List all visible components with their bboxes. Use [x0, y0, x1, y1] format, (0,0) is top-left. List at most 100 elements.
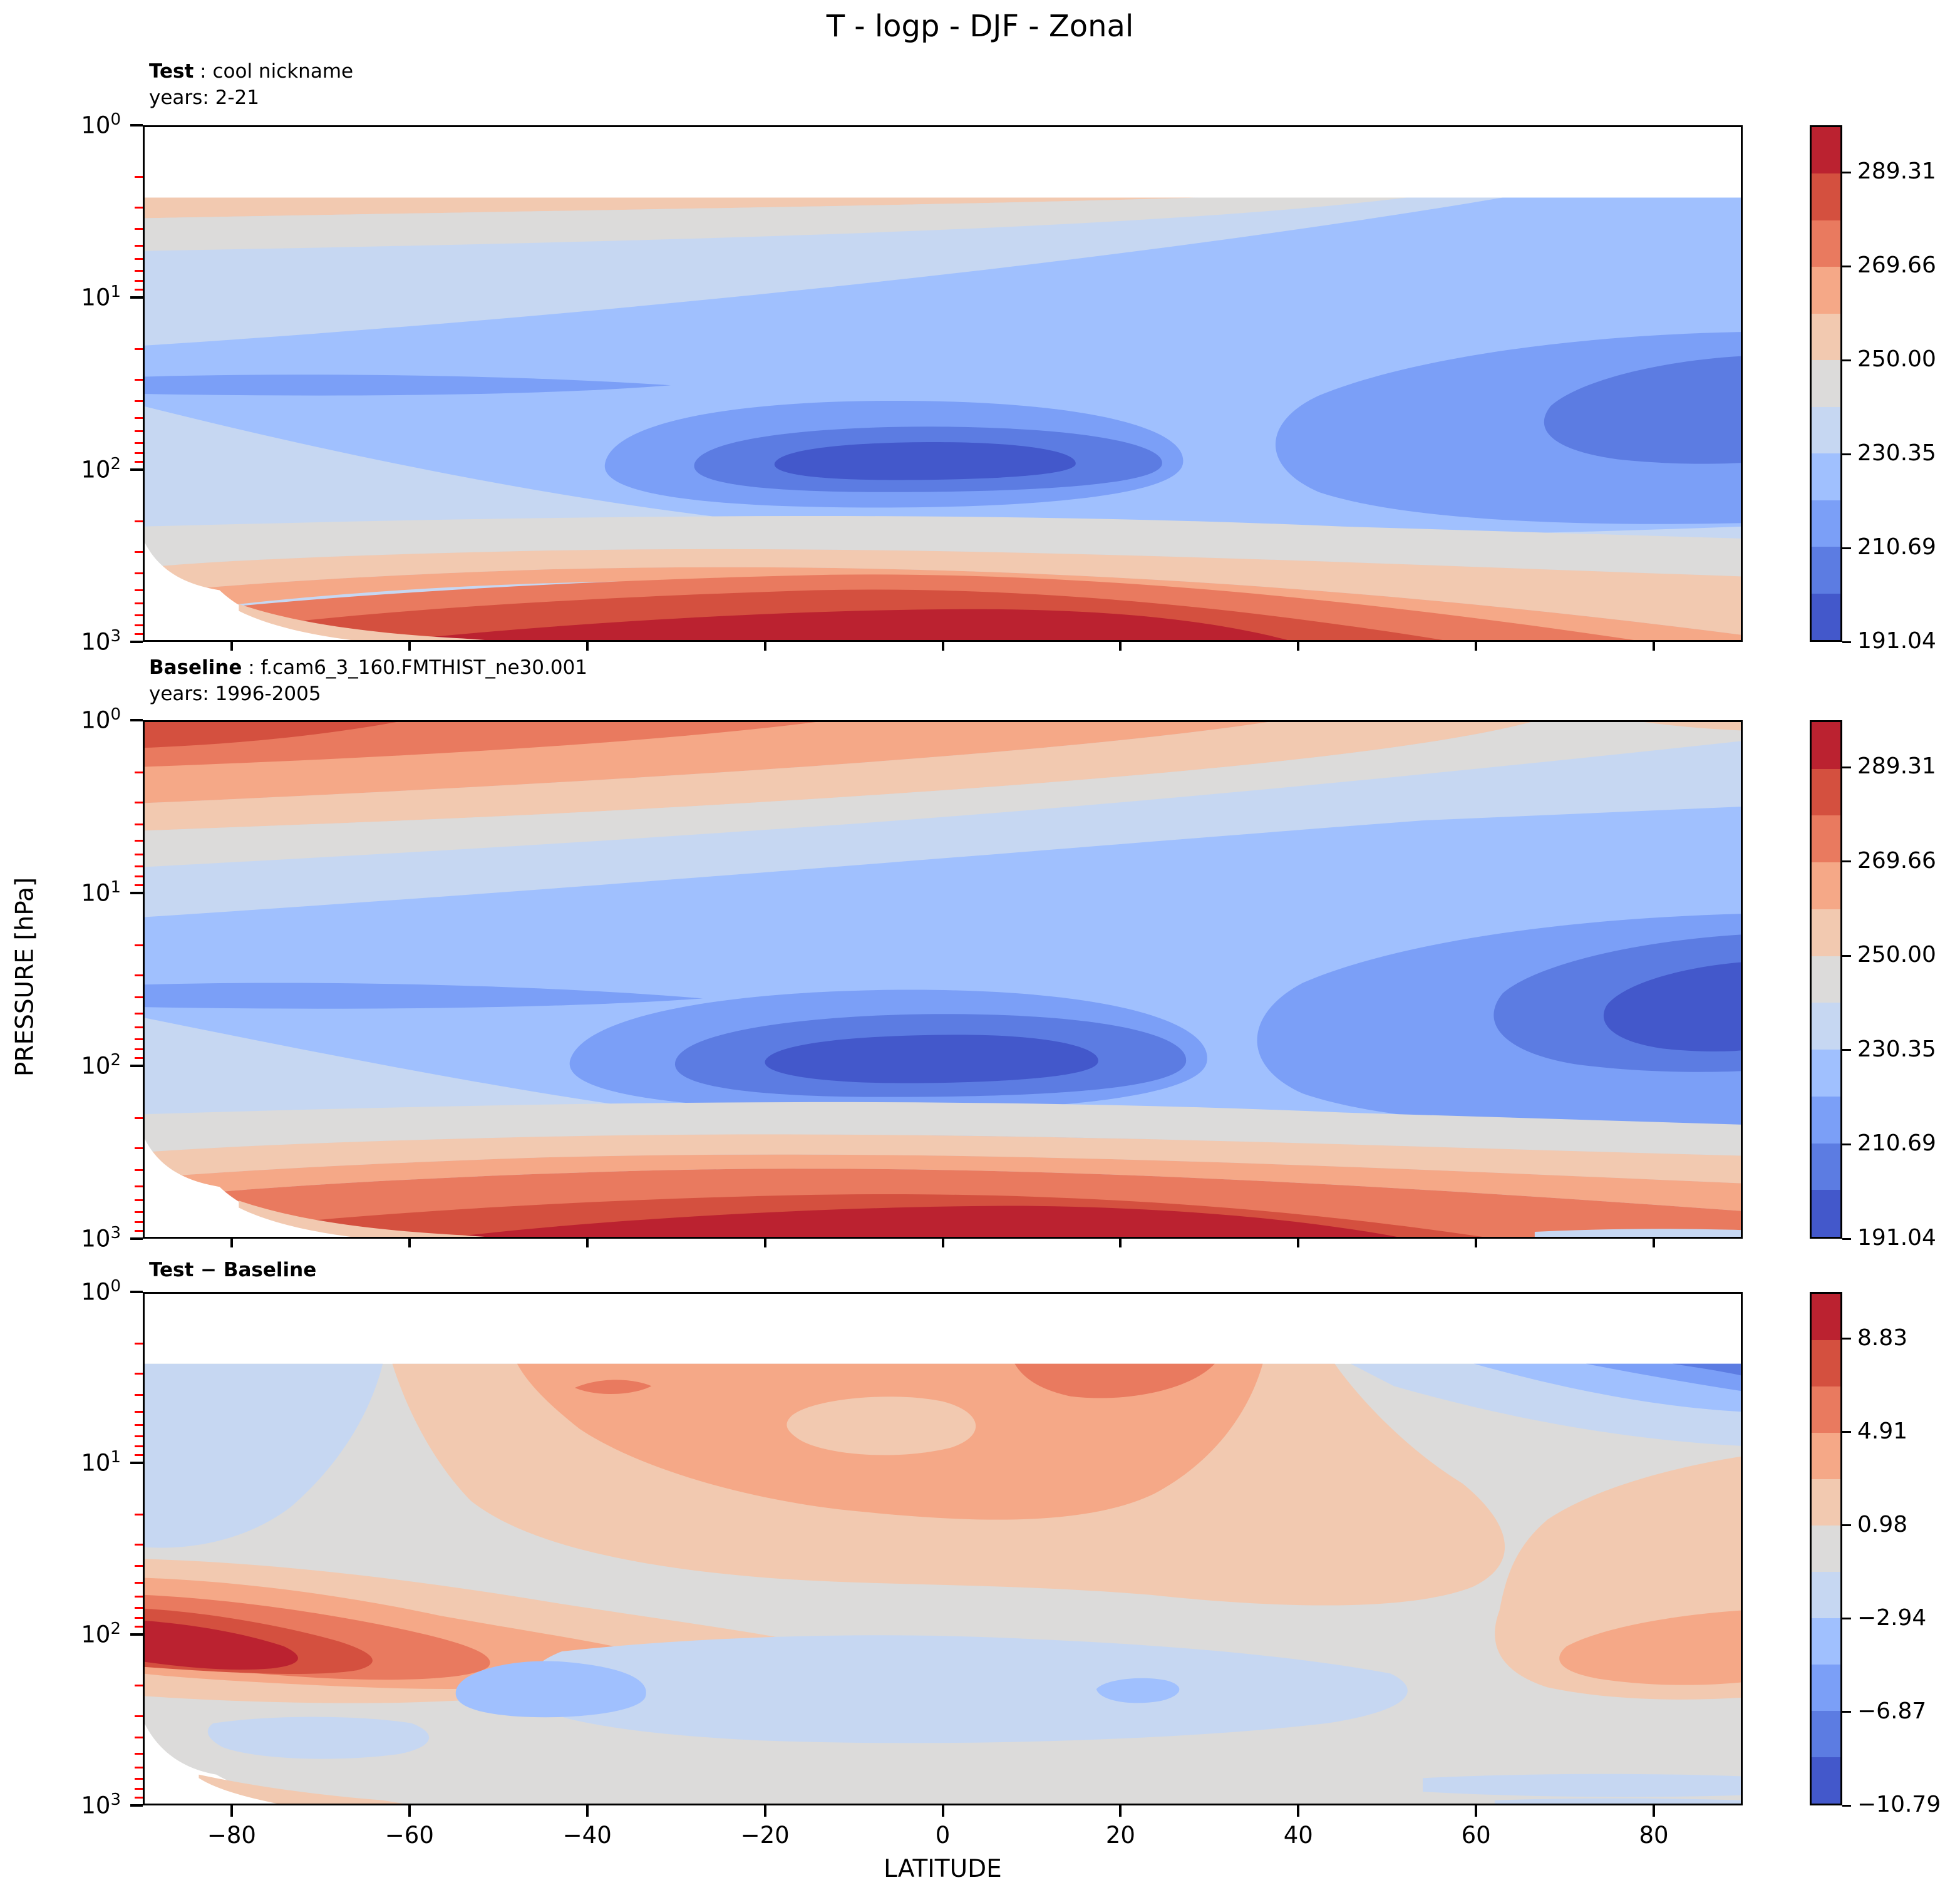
y-tick-exponent: 2	[110, 1051, 121, 1070]
colorbar-tick	[1842, 1049, 1851, 1051]
colorbar-segment	[1812, 1386, 1840, 1433]
y-minor-tick	[135, 1199, 143, 1202]
y-minor-tick	[135, 1753, 143, 1755]
colorbar-segment	[1812, 1433, 1840, 1479]
y-minor-tick	[135, 1147, 143, 1150]
colorbar-segment	[1812, 1479, 1840, 1526]
upper-trop-cool-bias	[523, 1635, 1408, 1743]
y-minor-tick	[135, 1625, 143, 1628]
y-tick-exponent: 0	[110, 110, 121, 129]
y-tick-label: 102	[81, 455, 121, 483]
colorbar-segment	[1812, 815, 1840, 863]
y-tick-label: 102	[81, 1051, 121, 1080]
y-tick-exponent: 2	[110, 455, 121, 473]
colorbar-segment	[1812, 1618, 1840, 1665]
panel1-header-years: years: 2-21	[149, 86, 259, 109]
y-tick-exponent: 1	[110, 282, 121, 301]
y-minor-tick	[135, 288, 143, 291]
colorbar-tick	[1842, 453, 1851, 455]
x-tick-label: −40	[562, 1822, 612, 1849]
colorbar-diff	[1810, 1292, 1842, 1805]
contour-plot-diff	[143, 1363, 1743, 1805]
y-minor-tick	[135, 430, 143, 433]
colorbar-segment	[1812, 313, 1840, 361]
y-major-tick	[130, 468, 143, 471]
x-tick	[230, 642, 233, 651]
surface-warm-max	[438, 1206, 1407, 1239]
sh-stratopause-warm	[143, 720, 407, 748]
panel3-header: Test − Baseline	[149, 1259, 316, 1281]
nh-vortex-core	[1603, 962, 1743, 1051]
colorbar-segment	[1812, 547, 1840, 594]
colorbar-tick-label: −10.79	[1857, 1792, 1941, 1817]
panel3-header-label: Test − Baseline	[149, 1259, 317, 1281]
y-minor-tick	[135, 269, 143, 272]
y-minor-tick	[135, 1342, 143, 1345]
y-minor-tick	[135, 802, 143, 804]
colorbar-tick-label: −2.94	[1857, 1604, 1927, 1631]
colorbar-segment	[1812, 1190, 1840, 1237]
y-minor-tick	[135, 1424, 143, 1427]
colorbar-segment	[1812, 1757, 1840, 1804]
colorbar-tick-label: 191.04	[1857, 628, 1936, 654]
colorbar-tick	[1842, 1618, 1851, 1620]
y-minor-tick	[135, 974, 143, 977]
y-minor-tick	[135, 416, 143, 419]
colorbar-tick-label: 230.35	[1857, 1036, 1936, 1062]
colorbar-segment	[1812, 220, 1840, 267]
nh-upper-cool-bias	[1586, 1363, 1743, 1391]
colorbar-tick-label: −6.87	[1857, 1698, 1927, 1724]
colorbar-tick	[1842, 547, 1851, 549]
y-tick-exponent: 3	[110, 1790, 121, 1809]
surface-warm-max	[383, 609, 1295, 642]
x-tick	[941, 1805, 944, 1817]
x-tick-label: 40	[1283, 1822, 1313, 1849]
colorbar-segment	[1812, 1665, 1840, 1711]
x-tick	[763, 1805, 766, 1817]
y-minor-tick	[135, 1595, 143, 1598]
x-tick-label: −80	[207, 1822, 256, 1849]
y-minor-tick	[135, 1445, 143, 1448]
y-minor-tick	[135, 996, 143, 998]
panel2-header-years: years: 1996-2005	[149, 683, 321, 705]
colorbar-tick	[1842, 1524, 1851, 1527]
y-minor-tick	[135, 944, 143, 946]
colorbar-tick-label: 250.00	[1857, 942, 1936, 968]
colorbar-tick-label: 230.35	[1857, 440, 1936, 466]
x-tick	[585, 642, 589, 651]
y-minor-tick	[135, 1038, 143, 1040]
y-tick-label: 101	[81, 282, 121, 311]
colorbar-test	[1810, 125, 1842, 642]
x-tick	[408, 1805, 411, 1817]
y-minor-tick	[135, 1056, 143, 1059]
y-tick-label: 103	[81, 627, 121, 656]
y-minor-tick	[135, 1048, 143, 1050]
y-minor-tick	[135, 1606, 143, 1609]
colorbar-segment	[1812, 1050, 1840, 1097]
x-tick-label: 80	[1639, 1822, 1669, 1849]
y-minor-tick	[135, 875, 143, 877]
nh-vortex-cold	[1544, 356, 1743, 464]
y-minor-tick	[135, 1796, 143, 1799]
y-tick-exponent: 1	[110, 1448, 121, 1467]
colorbar-segment	[1812, 173, 1840, 220]
antarctic-gap	[143, 539, 511, 642]
colorbar-tick-label: 269.66	[1857, 252, 1936, 278]
y-major-tick	[130, 1462, 143, 1465]
colorbar-segment	[1812, 127, 1840, 174]
y-major-tick	[130, 124, 143, 126]
y-minor-tick	[135, 1117, 143, 1119]
x-tick-label: 60	[1461, 1822, 1491, 1849]
colorbar-tick-label: 8.83	[1857, 1324, 1908, 1351]
sh-cold-streak	[143, 374, 671, 396]
x-tick	[1119, 1805, 1122, 1817]
y-tick-label: 101	[81, 878, 121, 907]
y-major-tick	[130, 641, 143, 643]
x-tick	[763, 642, 766, 651]
y-tick-label: 103	[81, 1224, 121, 1252]
y-axis-title: PRESSURE [hPa]	[11, 877, 39, 1077]
panel2-header-sep: :	[242, 656, 261, 679]
x-tick	[1297, 1805, 1300, 1817]
y-major-tick	[130, 892, 143, 894]
colorbar-baseline	[1810, 720, 1842, 1239]
